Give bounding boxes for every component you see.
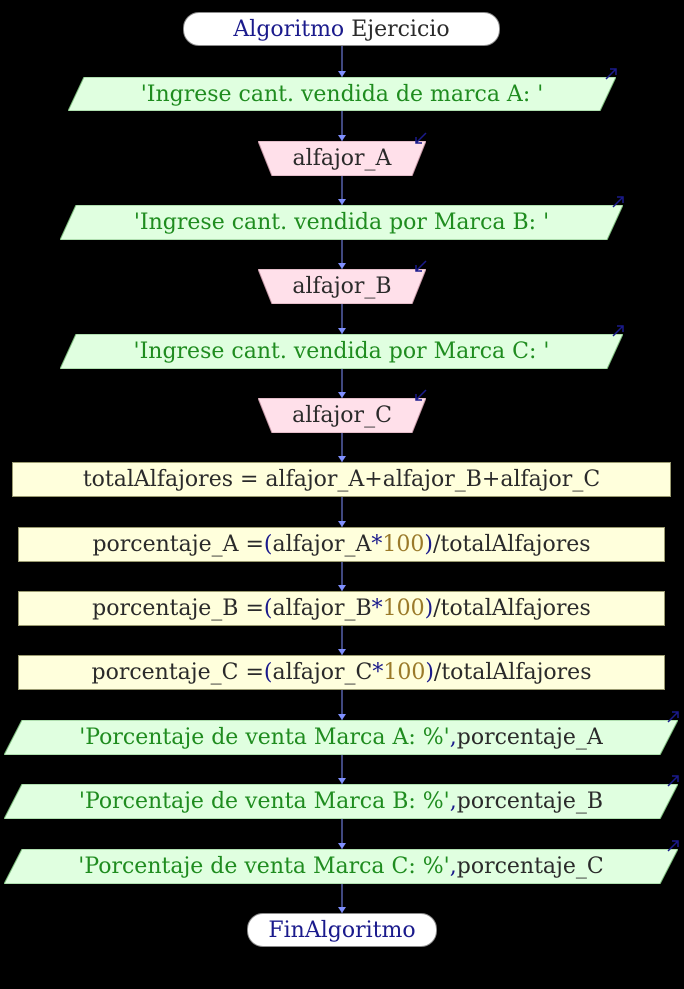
- connector-arrowhead: [338, 263, 346, 269]
- pct-b-rest: /totalAlfajores: [433, 596, 591, 621]
- process-percent-c: porcentaje_C = (alfajor_C * 100)/totalAlfa…: [18, 655, 665, 690]
- output-indicator-icon: [667, 711, 679, 723]
- connector-arrowhead: [338, 135, 346, 141]
- start-terminal: Algoritmo Ejercicio: [183, 12, 500, 46]
- output-indicator-icon: [612, 196, 624, 208]
- pct-a-lhs: porcentaje_A =: [92, 532, 264, 557]
- connector-arrowhead: [338, 714, 346, 720]
- pct-a-mul: *: [371, 532, 383, 557]
- output-indicator-icon: [612, 325, 624, 337]
- input-read-a: alfajor_A: [258, 132, 427, 176]
- pct-a-rest: /totalAlfajores: [432, 532, 591, 557]
- pct-b-number: 100: [382, 596, 425, 621]
- output-prompt-c: 'Ingrese cant. vendida por Marca C: ': [60, 325, 624, 369]
- output-result-a-string: 'Porcentaje de venta Marca A: %': [79, 725, 450, 750]
- end-terminal: FinAlgoritmo: [247, 913, 437, 947]
- output-result-b-sep: ,: [449, 789, 457, 814]
- connector-arrowhead: [338, 843, 346, 849]
- output-prompt-a-text: 'Ingrese cant. vendida de marca A: ': [140, 81, 544, 107]
- input-indicator-icon: [415, 260, 427, 272]
- pct-c-open-paren: (: [263, 660, 273, 685]
- input-indicator-icon: [415, 132, 427, 144]
- connector-arrowhead: [338, 71, 346, 77]
- pct-c-rest: /totalAlfajores: [433, 660, 592, 685]
- pct-c-mul: *: [372, 660, 384, 685]
- output-prompt-a: 'Ingrese cant. vendida de marca A: ': [68, 68, 617, 111]
- pct-b-open-paren: (: [263, 596, 273, 621]
- end-keyword: FinAlgoritmo: [268, 917, 416, 943]
- connector-arrowhead: [338, 521, 346, 527]
- input-indicator-icon: [415, 389, 427, 401]
- process-percent-a: porcentaje_A = (alfajor_A * 100)/totalAlfa…: [18, 527, 665, 562]
- output-result-b-string: 'Porcentaje de venta Marca B: %': [78, 789, 450, 814]
- pct-a-open-paren: (: [263, 532, 273, 557]
- output-result-a: 'Porcentaje de venta Marca A: %',porcent…: [4, 711, 679, 755]
- output-result-c-sep: ,: [449, 854, 457, 879]
- output-result-c-string: 'Porcentaje de venta Marca C: %': [78, 854, 450, 879]
- pct-b-var: alfajor_B: [272, 596, 372, 621]
- pct-a-number: 100: [382, 532, 425, 557]
- pct-a-var: alfajor_A: [272, 532, 372, 557]
- output-prompt-b: 'Ingrese cant. vendida por Marca B: ': [60, 196, 624, 240]
- input-read-b-text: alfajor_B: [292, 274, 392, 299]
- start-keyword: Algoritmo: [233, 16, 345, 42]
- process-total-text: totalAlfajores = alfajor_A+alfajor_B+alf…: [82, 467, 601, 492]
- input-read-b: alfajor_B: [258, 260, 427, 304]
- pct-a-close-paren: ): [424, 532, 433, 557]
- pct-b-close-paren: ): [424, 596, 434, 621]
- output-result-b-var: porcentaje_B: [456, 789, 604, 814]
- process-total: totalAlfajores = alfajor_A+alfajor_B+alf…: [12, 462, 671, 497]
- connector-arrowhead: [338, 649, 346, 655]
- pct-c-close-paren: ): [425, 660, 434, 685]
- connector-arrowhead: [338, 328, 346, 334]
- output-result-c: 'Porcentaje de venta Marca C: %',porcent…: [4, 840, 679, 884]
- algorithm-name: Ejercicio: [351, 16, 450, 42]
- output-result-b: 'Porcentaje de venta Marca B: %',porcent…: [4, 775, 679, 819]
- connector-arrowhead: [338, 778, 346, 784]
- process-percent-b: porcentaje_B = (alfajor_B * 100)/totalAlfa…: [18, 591, 665, 626]
- output-prompt-c-text: 'Ingrese cant. vendida por Marca C: ': [133, 339, 550, 364]
- connector-arrowhead: [338, 199, 346, 205]
- input-read-c: alfajor_C: [258, 389, 427, 433]
- connector-arrowhead: [338, 585, 346, 591]
- output-indicator-icon: [667, 775, 679, 787]
- connector-arrowhead: [338, 907, 346, 913]
- output-indicator-icon: [667, 840, 679, 852]
- pct-c-lhs: porcentaje_C =: [91, 660, 264, 685]
- pct-b-lhs: porcentaje_B =: [92, 596, 264, 621]
- connector-arrowhead: [338, 456, 346, 462]
- output-indicator-icon: [605, 68, 617, 80]
- pct-b-mul: *: [371, 596, 383, 621]
- pct-c-number: 100: [383, 660, 426, 685]
- input-read-c-text: alfajor_C: [292, 403, 392, 428]
- output-result-a-sep: ,: [449, 725, 457, 750]
- connector-arrowhead: [338, 392, 346, 398]
- output-result-c-var: porcentaje_C: [456, 854, 604, 879]
- output-result-a-var: porcentaje_A: [456, 725, 603, 750]
- output-prompt-b-text: 'Ingrese cant. vendida por Marca B: ': [133, 210, 550, 235]
- input-read-a-text: alfajor_A: [292, 146, 392, 171]
- pct-c-var: alfajor_C: [272, 660, 373, 685]
